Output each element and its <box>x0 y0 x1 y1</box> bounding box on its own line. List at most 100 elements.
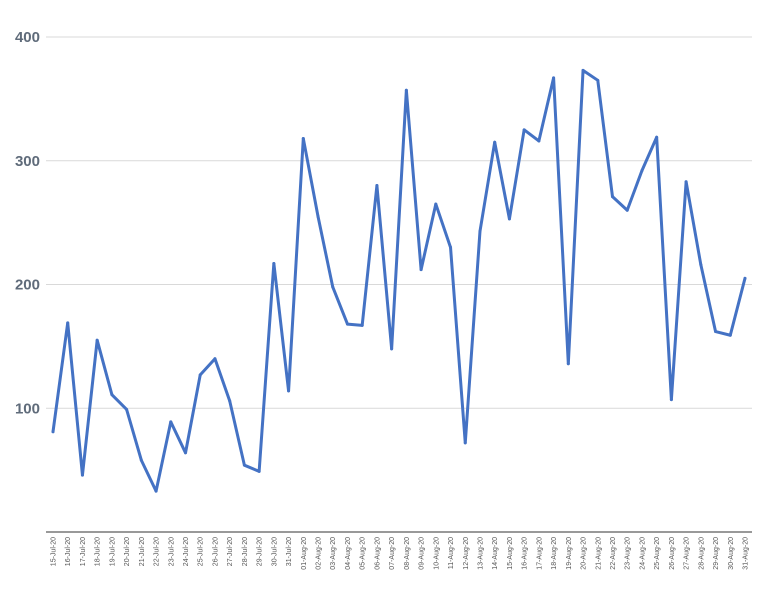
x-tick-label: 16-Jul-20 <box>65 537 72 566</box>
x-tick-label: 09-Aug-20 <box>419 537 426 570</box>
x-tick-label: 20-Aug-20 <box>581 537 588 570</box>
data-point <box>419 268 423 272</box>
x-tick-label: 31-Aug-20 <box>743 537 750 570</box>
data-point <box>655 135 659 139</box>
x-tick-label: 12-Aug-20 <box>463 537 470 570</box>
data-point <box>125 407 129 411</box>
gridlines <box>46 36 752 409</box>
y-tick-label: 100 <box>15 400 40 417</box>
x-tick-label: 06-Aug-20 <box>374 537 381 570</box>
x-tick-label: 14-Aug-20 <box>492 537 499 570</box>
x-tick-label: 13-Aug-20 <box>477 537 484 570</box>
data-point <box>743 276 747 280</box>
data-point <box>699 263 703 267</box>
x-tick-label: 15-Aug-20 <box>507 537 514 570</box>
x-tick-label: 23-Jul-20 <box>168 537 175 566</box>
data-point <box>228 399 232 403</box>
data-point <box>728 333 732 337</box>
x-tick-label: 26-Jul-20 <box>212 537 219 566</box>
data-point <box>522 128 526 132</box>
data-point <box>669 398 673 402</box>
x-tick-label: 30-Aug-20 <box>728 537 735 570</box>
series-line <box>51 68 747 493</box>
data-point <box>66 321 70 325</box>
data-point <box>537 139 541 143</box>
data-point <box>110 393 114 397</box>
data-point <box>139 458 143 462</box>
data-point <box>95 338 99 342</box>
x-tick-label: 19-Aug-20 <box>566 537 573 570</box>
data-point <box>640 169 644 173</box>
x-tick-label: 21-Jul-20 <box>139 537 146 566</box>
x-tick-label: 05-Aug-20 <box>360 537 367 570</box>
x-tick-label: 28-Aug-20 <box>698 537 705 570</box>
data-point <box>257 469 261 473</box>
data-point <box>51 430 55 434</box>
data-point <box>272 261 276 265</box>
data-point <box>625 208 629 212</box>
y-axis-tick-labels: 100 200 300 400 <box>15 29 40 417</box>
x-tick-label: 10-Aug-20 <box>433 537 440 570</box>
x-tick-label: 27-Jul-20 <box>227 537 234 566</box>
y-tick-label: 200 <box>15 277 40 294</box>
data-point <box>390 347 394 351</box>
x-tick-label: 25-Jul-20 <box>198 537 205 566</box>
data-point <box>566 362 570 366</box>
x-tick-label: 01-Aug-20 <box>301 537 308 570</box>
data-point <box>478 229 482 233</box>
x-tick-label: 26-Aug-20 <box>669 537 676 570</box>
data-point <box>449 245 453 249</box>
data-point <box>316 214 320 218</box>
data-point <box>287 389 291 393</box>
data-point <box>596 78 600 82</box>
x-tick-label: 20-Jul-20 <box>124 537 131 566</box>
data-point <box>345 322 349 326</box>
x-tick-label: 18-Aug-20 <box>551 537 558 570</box>
x-tick-label: 24-Aug-20 <box>639 537 646 570</box>
data-point <box>434 202 438 206</box>
x-tick-label: 22-Jul-20 <box>154 537 161 566</box>
x-tick-label: 17-Jul-20 <box>80 537 87 566</box>
data-point <box>184 451 188 455</box>
data-point <box>493 140 497 144</box>
x-tick-label: 16-Aug-20 <box>522 537 529 570</box>
data-point <box>714 330 718 334</box>
x-tick-label: 25-Aug-20 <box>654 537 661 570</box>
data-point <box>552 76 556 80</box>
data-point <box>169 420 173 424</box>
x-tick-label: 15-Jul-20 <box>51 537 58 566</box>
x-tick-label: 03-Aug-20 <box>330 537 337 570</box>
data-point <box>507 217 511 221</box>
data-point <box>80 473 84 477</box>
data-point <box>610 195 614 199</box>
data-point <box>331 285 335 289</box>
y-tick-label: 300 <box>15 153 40 170</box>
data-point <box>213 357 217 361</box>
x-tick-label: 30-Jul-20 <box>271 537 278 566</box>
x-tick-label: 29-Jul-20 <box>257 537 264 566</box>
x-tick-label: 27-Aug-20 <box>684 537 691 570</box>
data-point <box>154 489 158 493</box>
x-tick-label: 08-Aug-20 <box>404 537 411 570</box>
x-tick-label: 23-Aug-20 <box>625 537 632 570</box>
x-tick-label: 22-Aug-20 <box>610 537 617 570</box>
data-point <box>301 136 305 140</box>
data-point <box>375 184 379 187</box>
data-point <box>198 373 202 377</box>
x-tick-label: 11-Aug-20 <box>448 537 455 569</box>
x-tick-label: 04-Aug-20 <box>345 537 352 570</box>
x-tick-label: 28-Jul-20 <box>242 537 249 566</box>
x-tick-label: 21-Aug-20 <box>595 537 602 570</box>
x-axis-tick-labels: 15-Jul-20 16-Jul-20 17-Jul-20 18-Jul-20 19-J… <box>51 537 750 570</box>
series-lines <box>51 68 747 493</box>
x-tick-label: 29-Aug-20 <box>713 537 720 570</box>
y-tick-label: 400 <box>15 29 40 46</box>
x-tick-label: 17-Aug-20 <box>536 537 543 570</box>
data-point <box>581 68 585 72</box>
x-tick-label: 19-Jul-20 <box>109 537 116 566</box>
x-tick-label: 02-Aug-20 <box>316 537 323 570</box>
x-tick-label: 07-Aug-20 <box>389 537 396 570</box>
data-point <box>360 323 364 327</box>
